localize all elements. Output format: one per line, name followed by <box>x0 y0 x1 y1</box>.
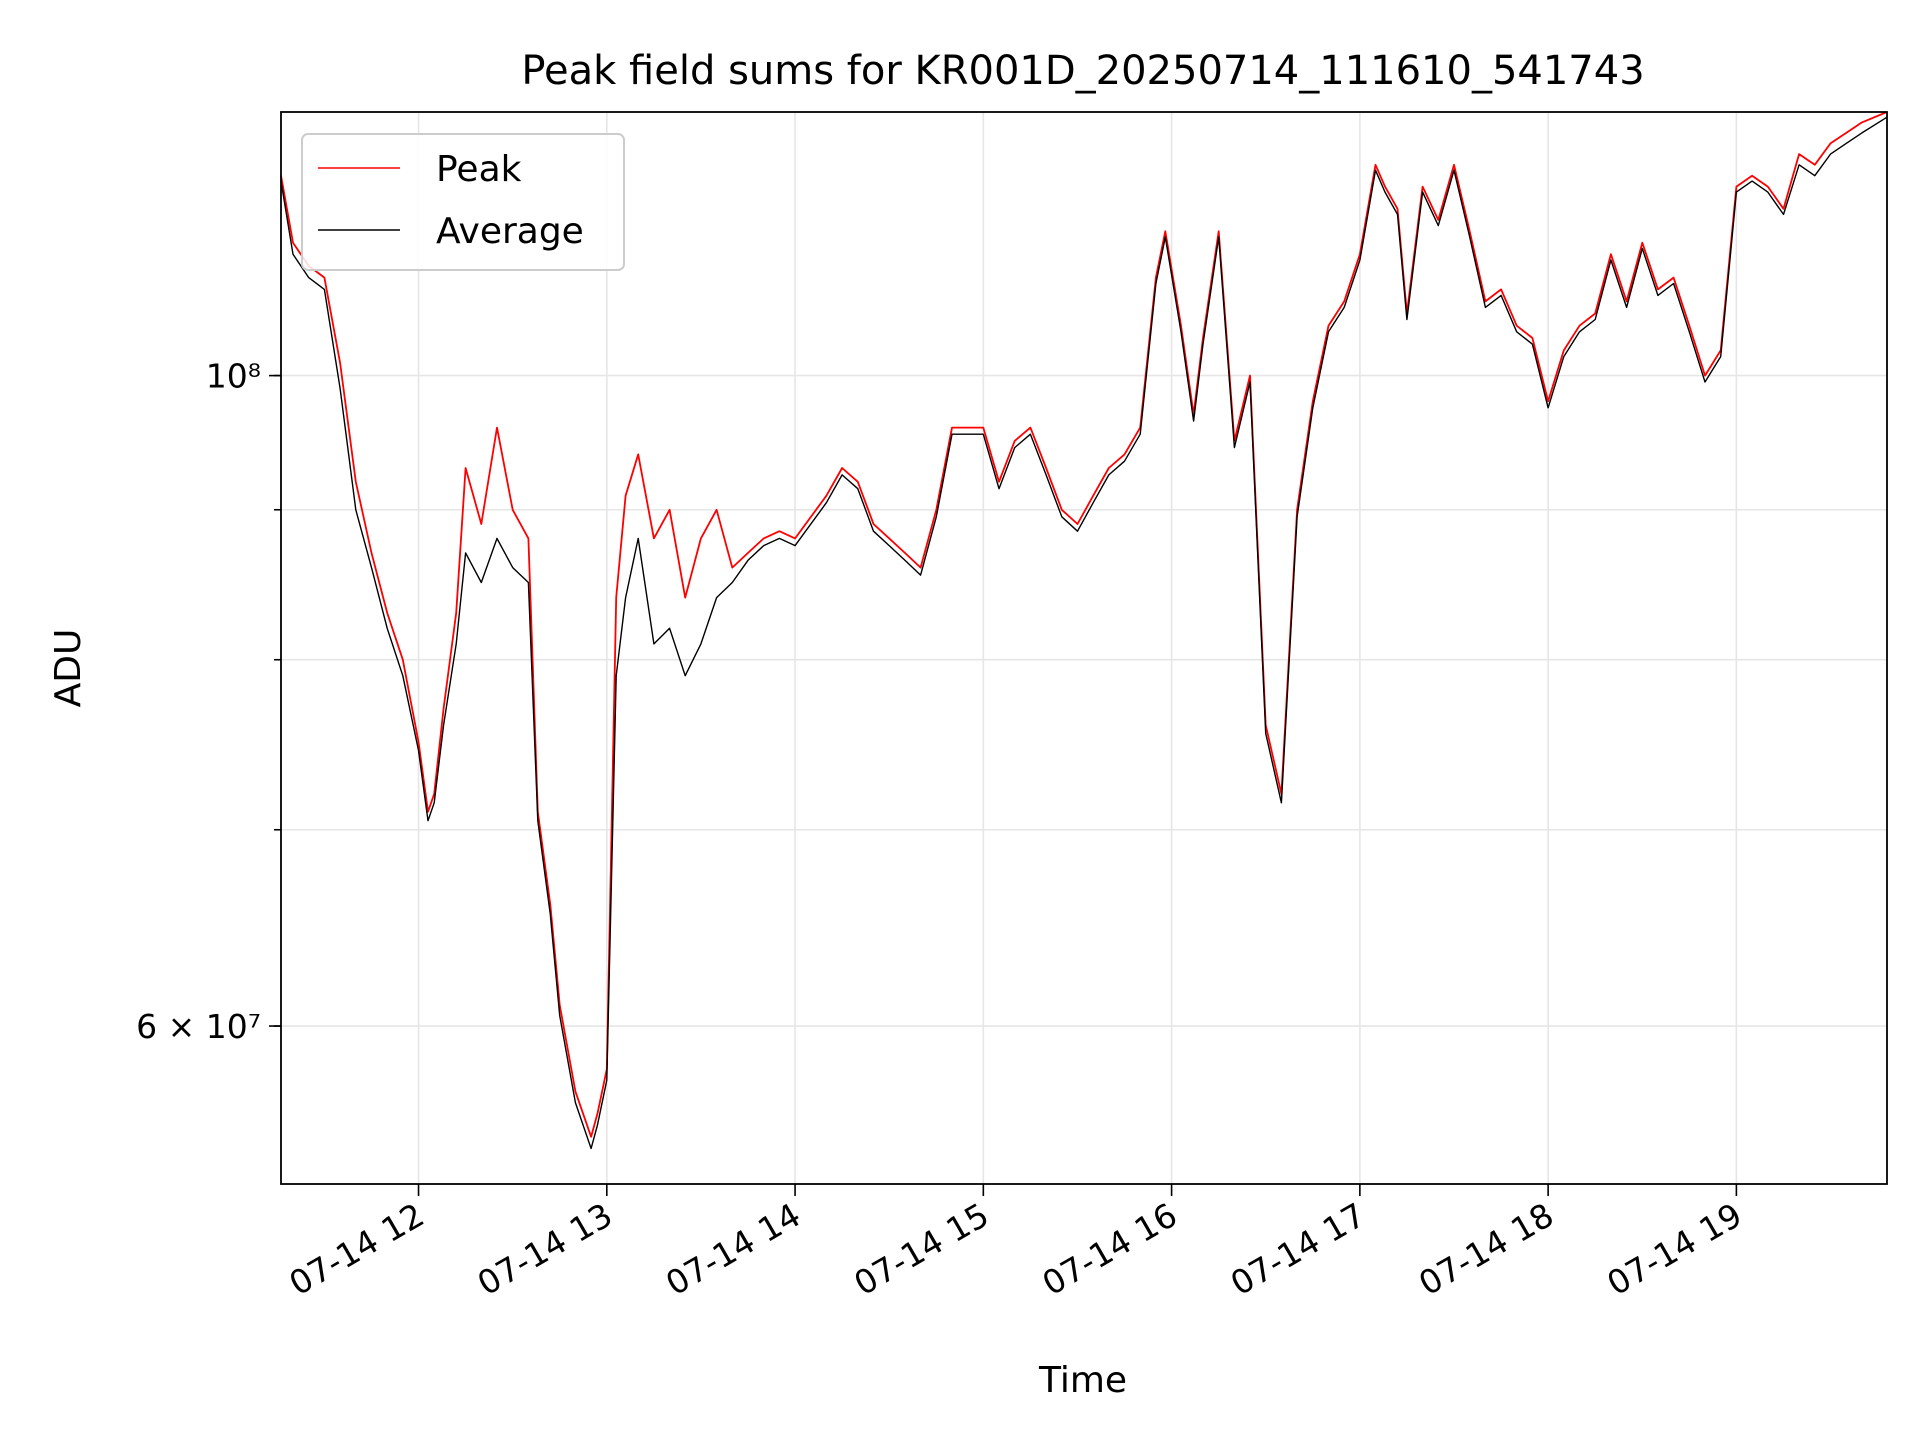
series-line-average <box>280 116 1888 1150</box>
y-tick-label: 6 × 10⁷ <box>136 1007 261 1046</box>
series-line-peak <box>280 111 1888 1138</box>
series-layer <box>280 111 1888 1150</box>
plot-frame <box>280 111 1888 1185</box>
x-axis-label: Time <box>1038 1360 1127 1401</box>
chart-title: Peak field sums for KR001D_20250714_1116… <box>521 48 1644 94</box>
grid-layer <box>281 112 1887 1184</box>
legend: Peak Average <box>301 133 625 271</box>
legend-peak-label: Peak <box>436 149 522 190</box>
legend-average-label: Average <box>436 211 584 252</box>
y-tick-label: 10⁸ <box>206 357 261 396</box>
y-axis-label: ADU <box>48 629 89 708</box>
